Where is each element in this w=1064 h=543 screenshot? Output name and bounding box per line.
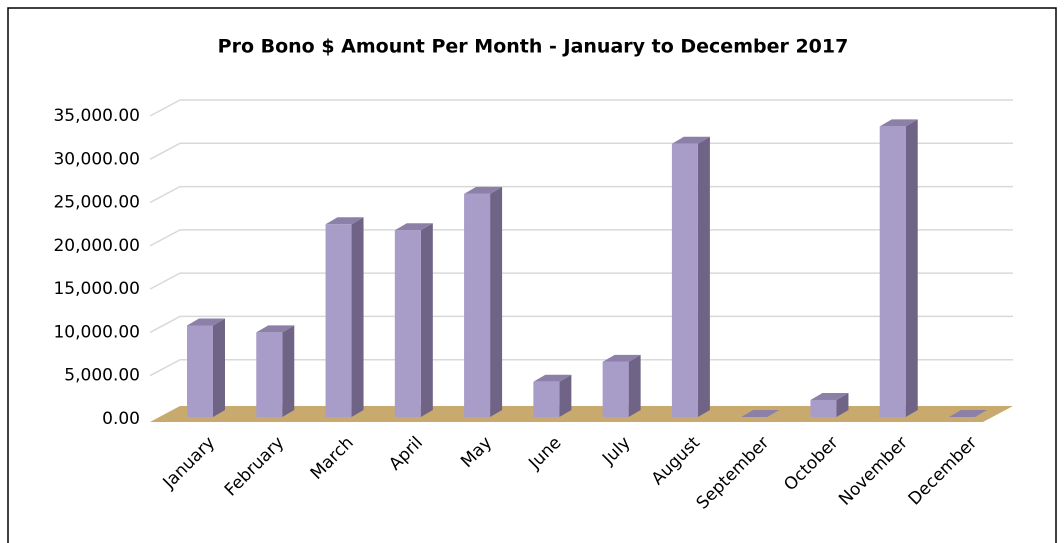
- bar-top: [533, 374, 572, 382]
- bar-top: [949, 410, 987, 417]
- bar: [602, 354, 641, 417]
- y-tick-label: 20,000.00: [53, 236, 140, 256]
- bar-side: [559, 374, 572, 417]
- bar-side: [905, 119, 918, 417]
- bar-side: [490, 186, 503, 417]
- y-tick-label: 15,000.00: [53, 279, 140, 299]
- bar-front: [464, 193, 491, 417]
- grid-line: [149, 272, 1013, 290]
- y-tick-label: 25,000.00: [53, 193, 140, 213]
- bar-top: [602, 354, 641, 362]
- bar: [671, 136, 710, 417]
- bar-front: [256, 332, 283, 417]
- grid-line: [149, 99, 1013, 117]
- bar-side: [628, 354, 641, 417]
- bar-top: [325, 217, 364, 225]
- bar-front: [187, 325, 213, 417]
- bar-top: [394, 223, 433, 231]
- bar-front: [671, 143, 698, 417]
- y-tick-label: 0.00: [102, 409, 140, 429]
- bar-top: [256, 325, 295, 333]
- y-tick-label: 10,000.00: [53, 322, 140, 342]
- bar: [879, 119, 918, 417]
- bar-side: [836, 392, 849, 417]
- y-tick-label: 30,000.00: [53, 149, 140, 169]
- bar: [741, 410, 780, 418]
- bar: [394, 223, 433, 417]
- grid-line: [149, 229, 1013, 247]
- bar: [949, 410, 987, 418]
- bar-top: [464, 186, 503, 194]
- bar: [256, 325, 295, 417]
- bar-top: [810, 392, 849, 400]
- y-tick-label: 35,000.00: [53, 106, 140, 126]
- bar-top: [879, 119, 918, 127]
- floor: [150, 406, 1013, 422]
- grid-line: [149, 315, 1013, 334]
- grid-line: [149, 142, 1013, 160]
- bar: [464, 186, 503, 417]
- bar-side: [420, 223, 433, 417]
- bar-front: [810, 399, 837, 417]
- chart-title: Pro Bono $ Amount Per Month - January to…: [218, 36, 849, 58]
- bar-front: [325, 224, 352, 417]
- y-tick-label: 5,000.00: [64, 366, 140, 386]
- bar-front: [879, 126, 906, 417]
- bar-front: [533, 381, 560, 417]
- bar-side: [282, 325, 295, 417]
- bar-top: [187, 318, 225, 326]
- bar: [810, 392, 849, 417]
- bar-side: [697, 136, 710, 417]
- bar: [325, 217, 364, 417]
- bar-side: [351, 217, 364, 417]
- bar-top: [741, 410, 780, 417]
- grid-line: [149, 185, 1013, 204]
- bar-front: [602, 361, 629, 417]
- bar-top: [671, 136, 710, 144]
- bar-side: [213, 318, 225, 417]
- bar-front: [394, 230, 421, 417]
- grid-line: [149, 358, 1013, 377]
- bar: [533, 374, 572, 417]
- bar: [187, 318, 225, 417]
